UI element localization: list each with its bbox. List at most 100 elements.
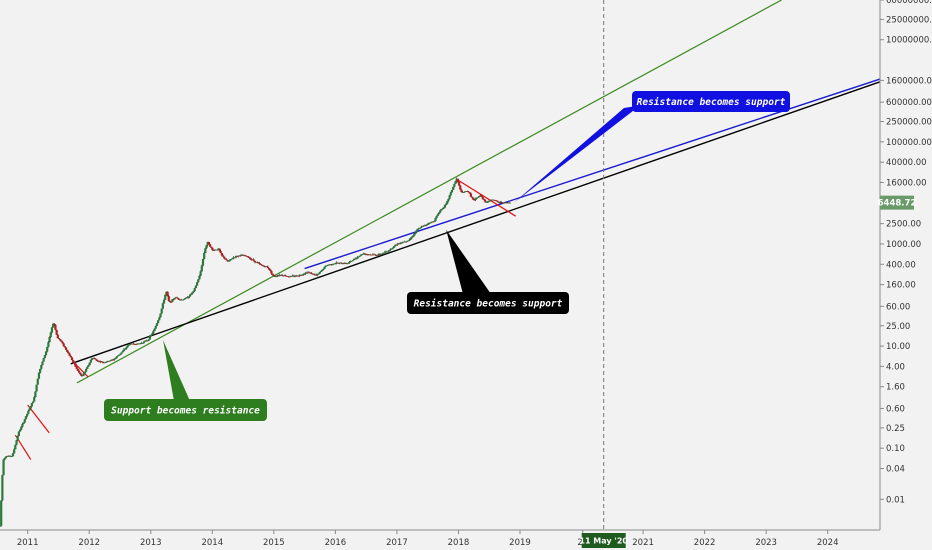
candle-body [433,221,436,222]
candle-body [3,458,6,460]
candle-body [352,258,356,261]
candle-body [422,225,425,227]
candle-body [256,261,259,263]
candle-body [426,224,429,225]
candle-body [43,355,46,359]
candle-body [47,342,50,347]
candle-body [286,276,290,277]
candle-body [10,456,13,458]
candle-body [389,248,392,251]
candle-body [186,297,189,299]
candle-body [138,343,141,345]
candle-body [158,317,161,321]
candle-body [291,275,294,277]
candle-body [108,360,111,362]
candle-body [239,255,242,256]
candle-body [416,229,419,231]
candle-body [481,196,484,199]
candle-body [348,261,351,263]
candle-body [28,408,31,411]
candle-body [356,256,359,259]
candle-body [502,202,506,204]
candle-body [191,292,194,294]
candle-body [161,303,164,309]
candle-body [162,299,166,304]
candle-body [334,263,337,265]
candle-body [134,344,137,346]
candle-body [358,255,362,257]
candle-body [343,262,346,264]
date-marker-label: 11 May '20 [579,537,628,546]
candle-body [360,254,363,256]
candle-body [284,275,287,277]
candle-body [132,343,135,345]
candle-body [357,256,360,258]
x-tick-label: 2023 [755,538,777,548]
candle-body [277,275,280,277]
candle-body [488,200,491,202]
candle-body [232,257,235,259]
x-tick-label: 2021 [632,538,654,548]
candle-body [448,195,451,199]
y-axis-background [880,0,932,550]
candle-body [0,525,2,527]
x-tick-label: 2016 [325,538,347,548]
candle-body [454,181,457,184]
candle-body [119,353,122,355]
x-tick-label: 2014 [201,538,223,548]
candle-body [338,262,341,264]
candle-body [417,227,421,230]
candle-body [436,214,439,217]
candle-body [367,254,370,256]
candle-body [64,347,68,350]
candle-body [167,296,170,301]
candle-body [190,293,193,295]
candle-body [172,299,175,301]
candle-body [85,368,88,372]
candle-body [303,273,306,275]
candle-body [68,353,71,356]
candle-body [312,273,316,275]
candle-body [288,276,291,278]
candle-body [244,255,247,257]
last-price-badge [880,195,914,210]
y-axis[interactable]: 60000000.00 25000000.00 10000000.00 1600000… [878,0,932,550]
candle-body [188,294,192,297]
candle-body [153,328,156,331]
candle-body [166,291,169,297]
candle-body [354,258,357,260]
candle-body [507,202,510,204]
trendline-blue-support [304,78,881,270]
candle-body [57,338,61,340]
candle-body [329,264,332,265]
annotation-layer: Resistance becomes support Resistance bec… [104,91,790,421]
candle-body [240,254,244,256]
candle-body [46,346,49,352]
candle-body [302,274,305,275]
candle-body [387,251,390,253]
candle-body [450,189,454,193]
candle-body [174,297,177,299]
candle-body [34,391,37,398]
candle-body [245,255,248,257]
candle-body [269,269,272,271]
candle-body [151,333,154,335]
annotation-box-2 [407,292,569,314]
candle-body [350,260,353,262]
candle-body [27,410,30,414]
x-axis[interactable]: 2011201220132014201520162017201820192020… [0,529,932,550]
candle-body [264,266,267,267]
candle-body [424,224,428,226]
candle-body [443,204,447,208]
candle-body [344,262,347,264]
candle-body [128,344,131,346]
candle-body [332,263,336,265]
candle-body [330,264,333,265]
candle-body [11,453,15,457]
candle-body [237,255,240,257]
candle-body [400,242,403,244]
candle-body [469,193,472,197]
candle-body [214,249,218,251]
candle-body [101,361,104,363]
